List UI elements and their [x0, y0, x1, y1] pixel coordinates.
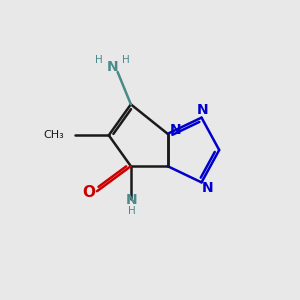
Text: H: H	[122, 55, 130, 64]
Text: N: N	[106, 60, 118, 74]
Text: H: H	[95, 55, 103, 64]
Text: N: N	[197, 103, 209, 117]
Text: N: N	[170, 123, 182, 137]
Text: N: N	[202, 181, 214, 195]
Text: N: N	[126, 193, 137, 207]
Text: H: H	[128, 206, 135, 216]
Text: O: O	[82, 185, 95, 200]
Text: CH₃: CH₃	[44, 130, 64, 140]
